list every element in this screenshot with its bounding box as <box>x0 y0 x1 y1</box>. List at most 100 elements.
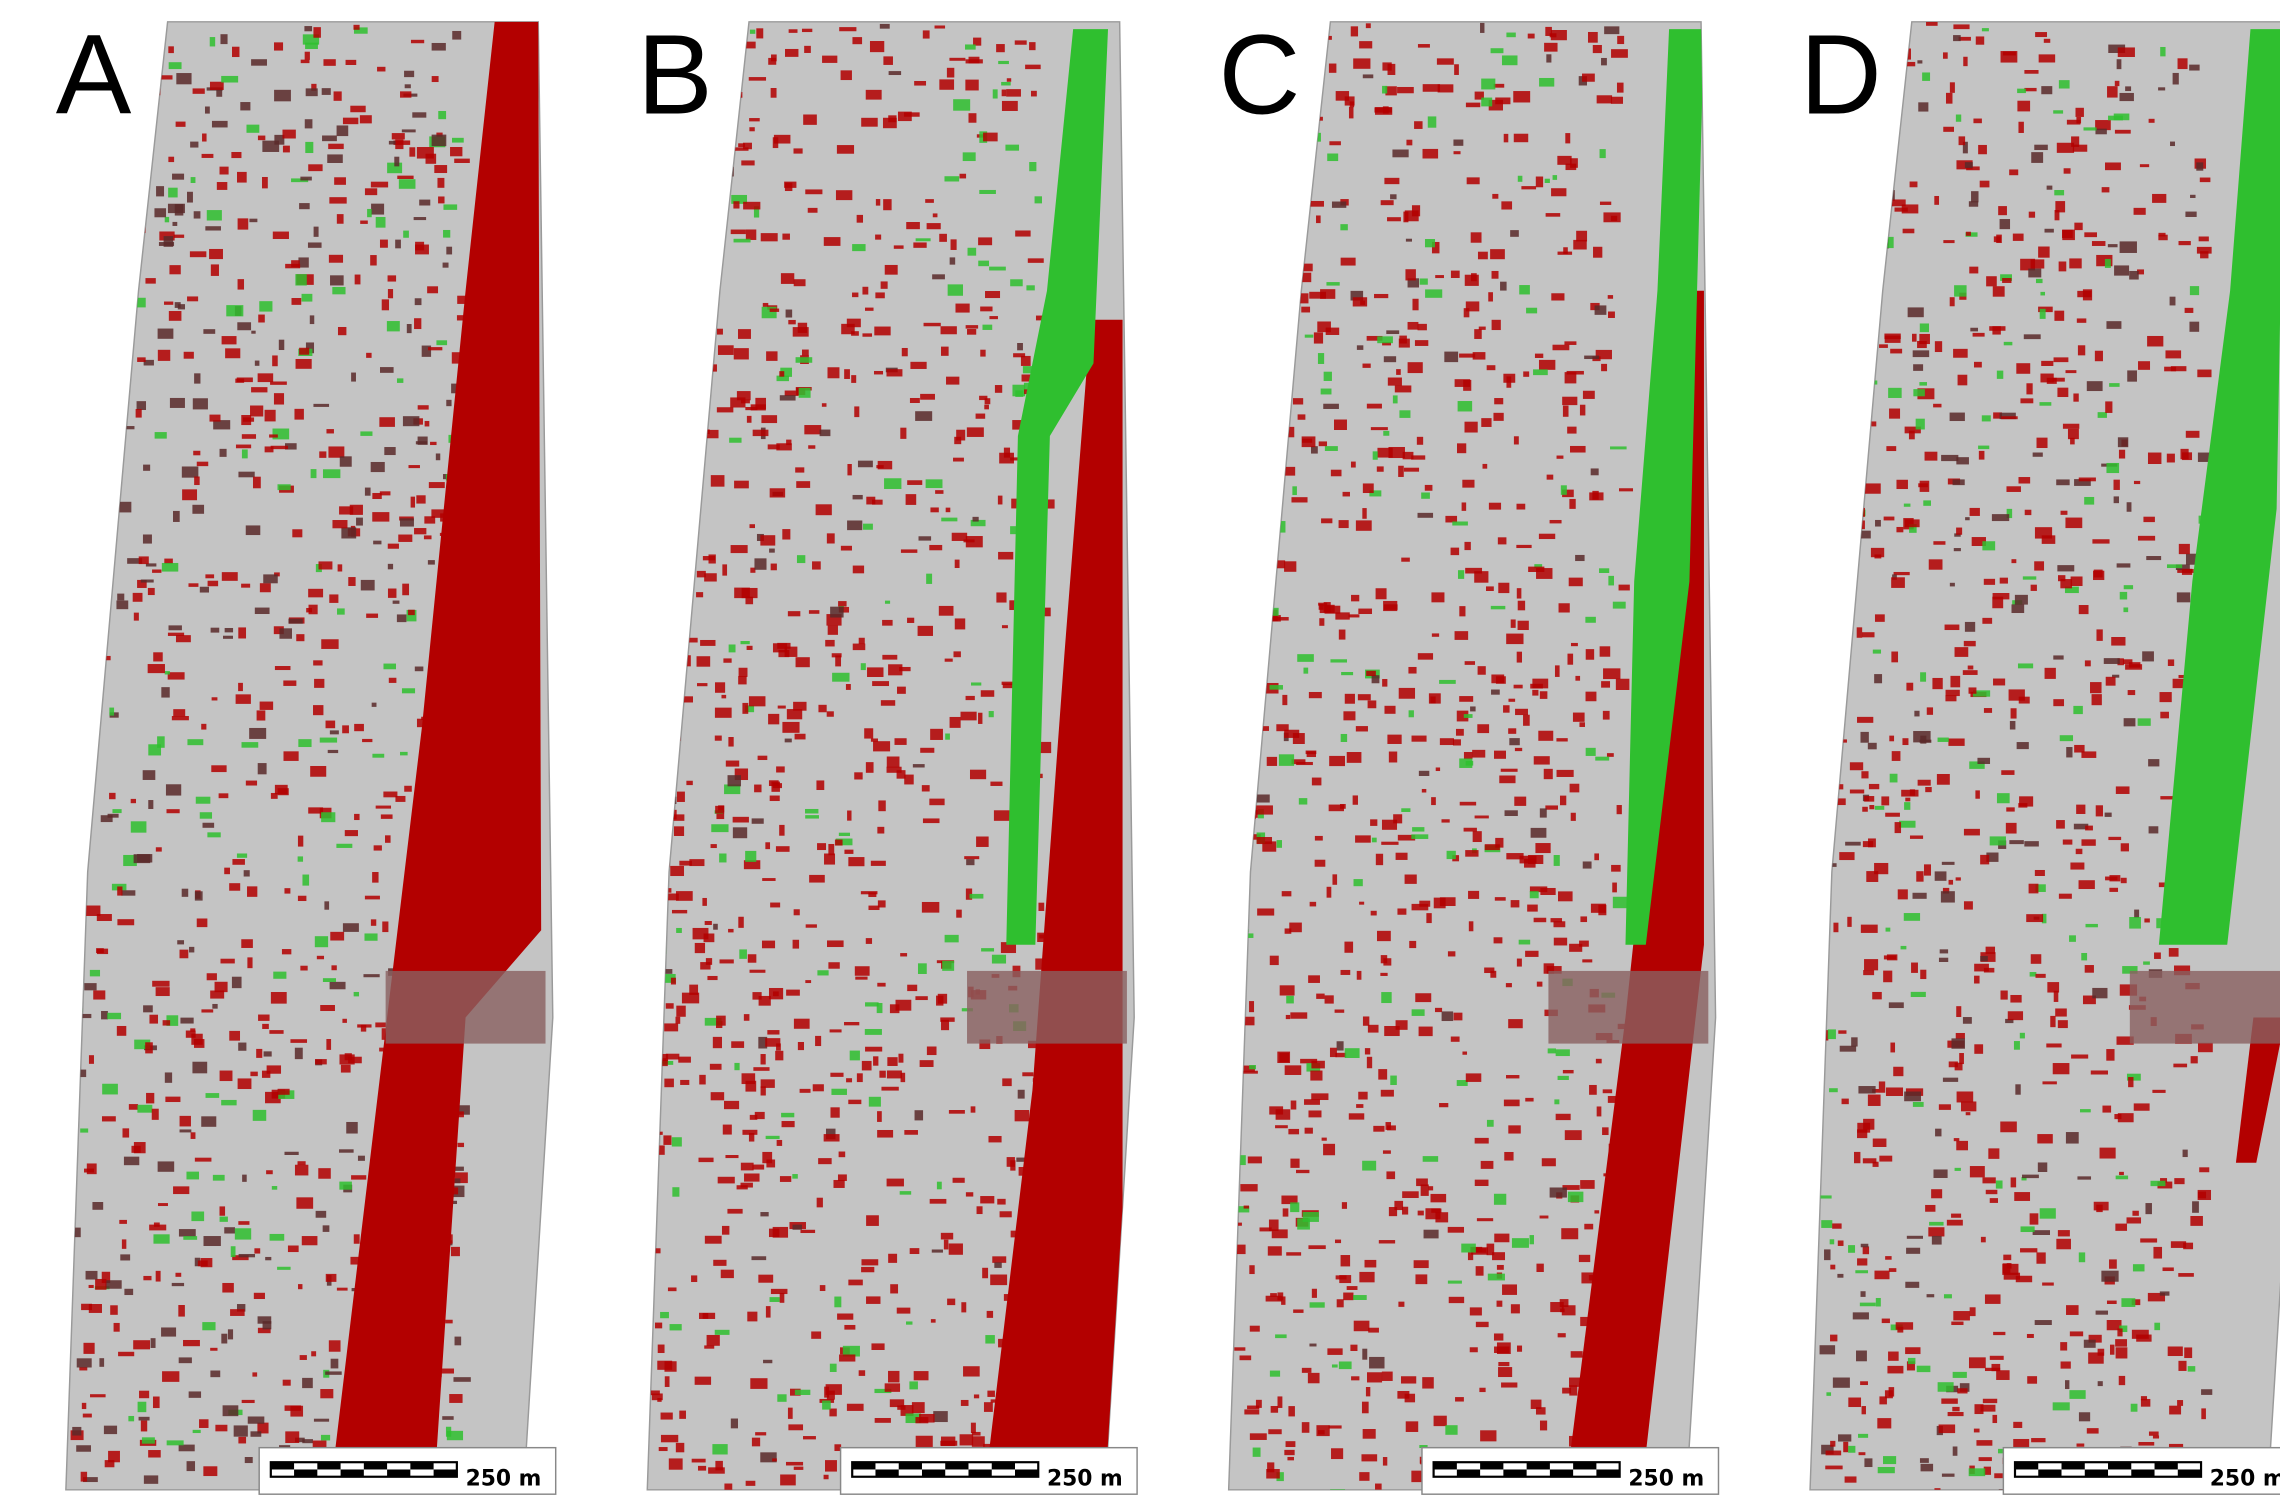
building <box>878 900 886 907</box>
building <box>1924 864 1931 875</box>
building <box>1454 1013 1463 1021</box>
building <box>372 754 384 758</box>
building <box>830 607 843 618</box>
building <box>90 970 100 976</box>
building <box>1845 1476 1857 1482</box>
building <box>947 68 954 78</box>
building <box>765 842 770 849</box>
building <box>676 891 693 901</box>
building <box>1889 409 1900 419</box>
building <box>155 432 167 439</box>
building <box>1345 694 1355 704</box>
building <box>894 245 904 248</box>
building <box>953 99 970 111</box>
building <box>2087 1428 2099 1433</box>
building <box>114 1323 120 1332</box>
building <box>2037 1134 2052 1143</box>
building <box>452 138 464 143</box>
building <box>232 859 245 865</box>
building <box>2033 453 2043 457</box>
building <box>761 233 778 241</box>
building <box>861 891 878 894</box>
building <box>1983 1399 1997 1403</box>
building <box>411 497 415 508</box>
building <box>944 1240 949 1250</box>
building <box>1405 1394 1415 1403</box>
building <box>373 541 381 545</box>
building <box>223 1405 239 1416</box>
building <box>1600 646 1611 656</box>
building <box>1569 1385 1577 1395</box>
building <box>1282 891 1292 896</box>
building <box>194 373 200 383</box>
building <box>1396 369 1401 375</box>
building <box>1969 687 1977 693</box>
building <box>175 1273 181 1277</box>
building <box>830 1029 842 1032</box>
building <box>1887 1366 1903 1374</box>
building <box>920 748 934 753</box>
building <box>1862 632 1875 637</box>
building <box>1481 98 1492 107</box>
building <box>156 847 162 851</box>
building <box>2107 1301 2117 1304</box>
building <box>658 1345 665 1353</box>
building <box>2039 402 2051 406</box>
building <box>1422 1377 1434 1388</box>
building <box>320 1005 335 1011</box>
building <box>990 1275 1007 1286</box>
building <box>738 329 751 339</box>
building <box>167 1440 184 1445</box>
building <box>1558 1333 1566 1337</box>
building <box>768 58 776 65</box>
building <box>1971 191 1978 202</box>
building <box>1319 441 1327 446</box>
building <box>1256 805 1273 814</box>
building <box>1951 1214 1961 1218</box>
building <box>436 340 447 345</box>
building <box>2102 187 2110 192</box>
building <box>318 1168 331 1179</box>
building <box>1401 558 1410 562</box>
building <box>2029 884 2039 894</box>
building <box>2115 1339 2127 1347</box>
building <box>1984 579 1995 585</box>
building <box>2186 431 2200 438</box>
building <box>1343 492 1350 497</box>
building <box>966 1192 973 1196</box>
building <box>929 545 942 550</box>
building <box>1314 332 1323 343</box>
building <box>1611 49 1628 58</box>
building <box>202 133 207 141</box>
building <box>1540 691 1548 699</box>
building <box>251 331 255 334</box>
building <box>782 722 799 733</box>
building <box>2053 1063 2070 1074</box>
building <box>1920 736 1926 744</box>
building <box>1979 451 1985 460</box>
building <box>2033 1230 2050 1235</box>
building <box>1356 1104 1363 1108</box>
building <box>2102 1106 2111 1113</box>
building <box>899 667 911 671</box>
building <box>1954 285 1966 296</box>
building <box>1862 1406 1866 1414</box>
building <box>119 502 131 513</box>
building <box>1601 681 1610 688</box>
building <box>2069 1390 2085 1399</box>
building <box>1518 601 1525 611</box>
building <box>332 287 345 294</box>
building <box>1536 177 1543 188</box>
building <box>862 1061 872 1071</box>
building <box>742 703 748 714</box>
building <box>1951 1322 1963 1325</box>
building <box>221 1334 227 1344</box>
building <box>2027 1334 2034 1338</box>
building <box>1461 1244 1476 1253</box>
building <box>1465 850 1478 857</box>
building <box>308 807 323 813</box>
building <box>855 977 867 980</box>
building <box>220 959 234 964</box>
building <box>415 298 422 305</box>
building <box>2148 453 2161 464</box>
